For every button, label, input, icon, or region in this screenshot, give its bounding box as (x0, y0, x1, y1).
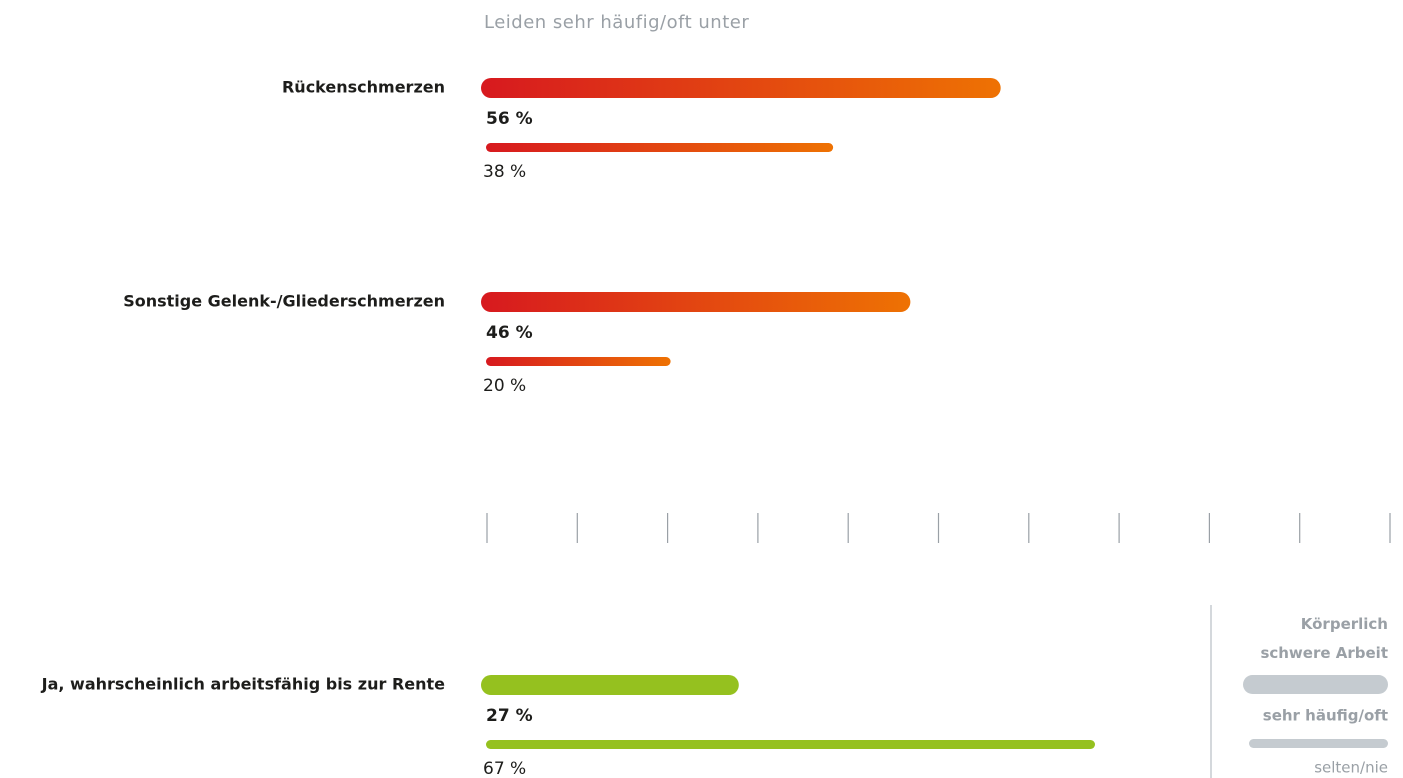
category-label: Rückenschmerzen (282, 78, 445, 97)
chart-title: Leiden sehr häufig/oft unter (484, 12, 749, 33)
bar (481, 292, 911, 312)
legend-label: sehr häufig/oft (1263, 707, 1388, 725)
bar (486, 143, 834, 152)
bar (486, 740, 1096, 749)
value-label: 46 % (486, 323, 533, 343)
category-label: Ja, wahrscheinlich arbeitsfähig bis zur … (41, 675, 446, 694)
bar (481, 78, 1001, 98)
bar (486, 357, 671, 366)
value-label: 56 % (486, 109, 533, 129)
legend-label: selten/nie (1314, 759, 1388, 777)
value-label: 38 % (483, 162, 526, 182)
legend-swatch (1249, 739, 1388, 748)
category-label: Sonstige Gelenk-/Gliederschmerzen (123, 292, 445, 311)
legend-swatch (1243, 675, 1388, 694)
value-label: 67 % (483, 759, 526, 778)
value-label: 20 % (483, 376, 526, 396)
legend-title: Körperlich schwere Arbeit (1260, 615, 1388, 662)
value-label: 27 % (486, 706, 533, 726)
bar (481, 675, 739, 695)
